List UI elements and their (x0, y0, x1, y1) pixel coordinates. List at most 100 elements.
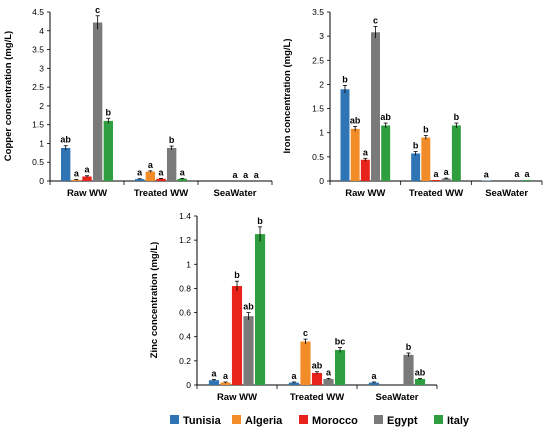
y-axis-label: Zinc concentration (mg/L) (149, 242, 160, 359)
bar (431, 180, 441, 181)
y-tick-label: 0.8 (179, 283, 191, 293)
y-axis-label: Iron concentration (mg/L) (282, 38, 293, 153)
bar (360, 159, 370, 181)
bar (323, 378, 334, 385)
significance-label: ab (350, 115, 361, 125)
bar (243, 316, 254, 385)
significance-label: a (433, 169, 439, 179)
significance-label: c (95, 5, 100, 15)
significance-label: a (363, 147, 369, 157)
significance-label: a (254, 170, 260, 180)
legend-item: Morocco (299, 415, 358, 427)
significance-label: a (211, 369, 217, 379)
y-tick-label: 2 (319, 79, 324, 89)
significance-label: ab (60, 135, 71, 145)
legend-label: Egypt (387, 415, 418, 427)
y-tick-label: 0.5 (32, 157, 44, 167)
y-tick-label: 1 (39, 138, 44, 148)
significance-label: b (423, 125, 429, 135)
y-axis-label: Copper concentration (mg/L) (3, 31, 14, 161)
significance-label: b (234, 270, 240, 280)
significance-label: b (106, 107, 112, 117)
x-tick-label: Raw WW (67, 188, 107, 199)
y-tick-label: 4 (39, 26, 44, 36)
significance-label: a (232, 170, 238, 180)
bar (92, 22, 103, 181)
legend: Tunisia Algeria Morocco Egypt Italy (170, 415, 470, 427)
significance-label: a (158, 167, 164, 177)
bar (82, 176, 92, 181)
significance-label: a (371, 371, 377, 381)
bar (340, 89, 350, 181)
significance-label: a (84, 165, 90, 175)
legend-swatch (299, 415, 308, 424)
x-tick-label: Raw WW (345, 188, 385, 199)
x-tick-label: SeaWater (376, 392, 419, 403)
significance-label: b (406, 342, 412, 352)
legend-label: Tunisia (183, 415, 222, 427)
bar (166, 147, 177, 181)
bar (208, 380, 220, 385)
bar (254, 234, 266, 385)
significance-label: ab (415, 367, 426, 377)
x-tick-label: SeaWater (485, 188, 528, 199)
bar (451, 125, 461, 181)
bar (441, 178, 451, 181)
bar (334, 349, 346, 385)
bar (411, 153, 421, 181)
significance-label: a (243, 170, 249, 180)
bar (381, 125, 391, 181)
y-tick-label: 3.5 (312, 7, 324, 17)
significance-label: c (303, 328, 308, 338)
significance-label: a (525, 169, 531, 179)
bar (522, 180, 532, 181)
bar (350, 128, 360, 181)
significance-label: a (74, 168, 80, 178)
significance-label: a (291, 371, 297, 381)
bar (220, 382, 231, 385)
legend-label: Italy (447, 415, 470, 427)
significance-label: a (180, 167, 186, 177)
y-tick-label: 1.2 (179, 235, 191, 245)
bar (311, 372, 323, 385)
bar (421, 137, 431, 181)
significance-label: ab (312, 361, 323, 371)
y-tick-label: 4.5 (32, 7, 44, 17)
bar (403, 354, 414, 385)
y-tick-label: 1.5 (312, 104, 324, 114)
significance-label: a (326, 367, 332, 377)
y-tick-label: 0.2 (179, 356, 191, 366)
significance-label: b (169, 135, 175, 145)
bar (156, 178, 166, 181)
bar (414, 378, 426, 385)
legend-item: Tunisia (170, 415, 222, 427)
legend-swatch (434, 415, 443, 424)
significance-label: b (413, 141, 419, 151)
y-tick-label: 1 (186, 259, 191, 269)
x-tick-label: Treated WW (134, 188, 188, 199)
y-tick-label: 0 (39, 176, 44, 186)
x-tick-label: Treated WW (409, 188, 463, 199)
bar (134, 179, 145, 181)
y-tick-label: 3 (319, 31, 324, 41)
significance-label: a (484, 170, 490, 180)
y-tick-label: 1.5 (32, 120, 44, 130)
bar (371, 32, 380, 181)
y-tick-label: 2.5 (312, 55, 324, 65)
significance-label: ab (243, 302, 254, 312)
bar (368, 382, 380, 385)
y-tick-label: 1 (319, 128, 324, 138)
bar (71, 179, 82, 181)
bar (60, 147, 71, 181)
significance-label: b (257, 216, 263, 226)
legend-item: Algeria (232, 415, 283, 427)
legend-swatch (170, 415, 179, 424)
x-tick-label: Treated WW (290, 392, 344, 403)
y-tick-label: 0.4 (179, 332, 191, 342)
significance-label: c (373, 15, 378, 25)
significance-label: b (454, 112, 460, 122)
y-tick-label: 2 (39, 101, 44, 111)
legend-swatch (374, 415, 383, 424)
y-tick-label: 3.5 (32, 45, 44, 55)
significance-label: bc (335, 337, 346, 347)
